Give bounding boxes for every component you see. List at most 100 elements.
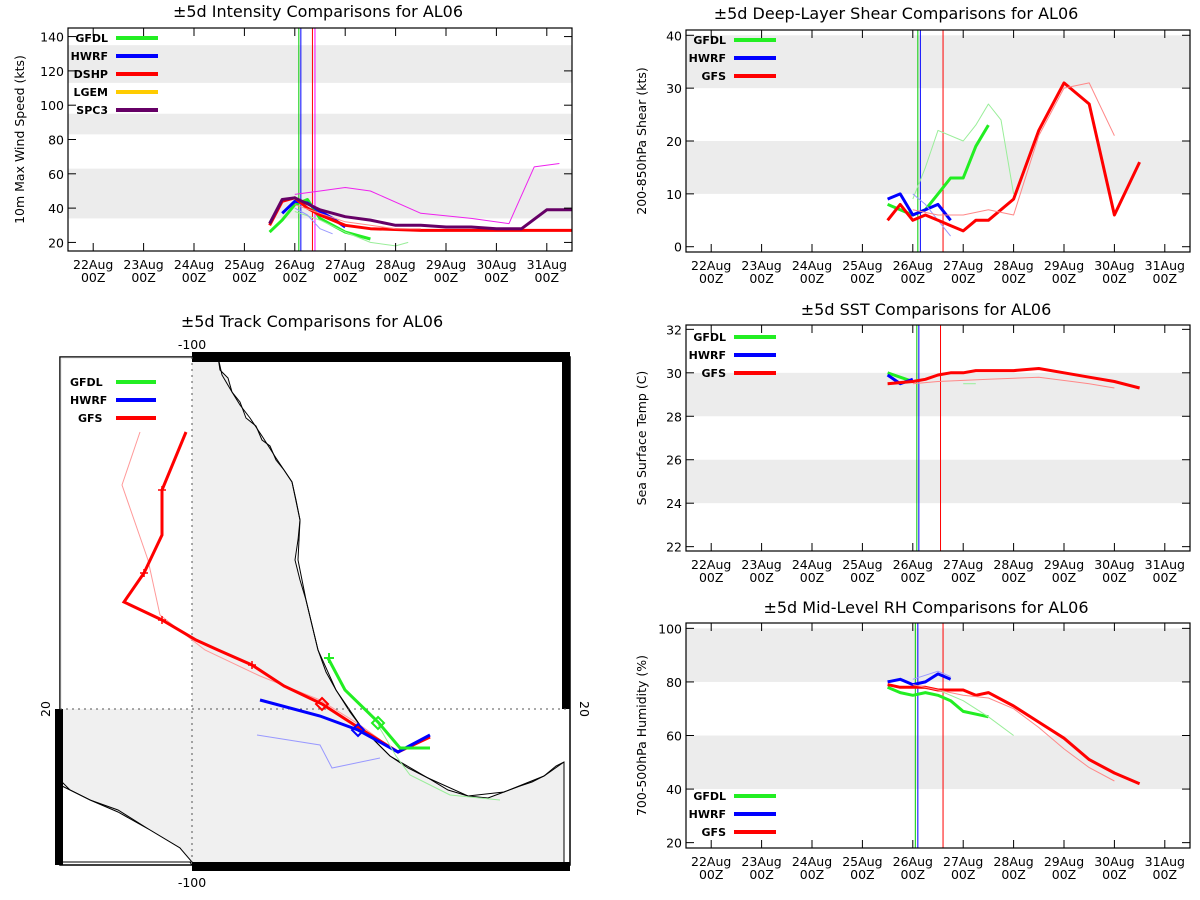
gfdl-diamond-marker bbox=[370, 715, 386, 731]
track-hwrf bbox=[259, 698, 431, 754]
sst-xtick-day-2: 24Aug bbox=[792, 557, 832, 572]
rh-xtick-hour-7: 00Z bbox=[1052, 867, 1076, 882]
shear-ytick-label-4: 40 bbox=[666, 28, 682, 43]
sst-xtick-hour-2: 00Z bbox=[800, 570, 824, 585]
shear-xtick-day-1: 23Aug bbox=[741, 258, 781, 273]
sst-xtick-day-8: 30Aug bbox=[1094, 557, 1134, 572]
rh-xtick-hour-1: 00Z bbox=[749, 867, 773, 882]
intensity-legend-label-lgem: LGEM bbox=[74, 86, 109, 99]
sst-xtick-hour-4: 00Z bbox=[901, 570, 925, 585]
track-gfs-prev bbox=[121, 431, 398, 753]
sst-band-1 bbox=[686, 372, 1190, 417]
shear-legend-label-hwrf: HWRF bbox=[689, 52, 726, 65]
rh-xtick-hour-9: 00Z bbox=[1153, 867, 1177, 882]
intensity-legend-label-spc3: SPC3 bbox=[76, 104, 108, 117]
sst-plot-frame bbox=[685, 324, 1191, 552]
rh-series-hwrf-prev bbox=[912, 670, 951, 680]
intensity-ytick-label-5: 120 bbox=[40, 64, 64, 79]
shear-series-gfs-prev bbox=[912, 82, 1115, 216]
shear-xtick-day-8: 30Aug bbox=[1094, 258, 1134, 273]
intensity-xtick-day-9: 31Aug bbox=[527, 257, 567, 272]
map-right-lat-label: 20 bbox=[577, 701, 592, 717]
shear-xtick-hour-8: 00Z bbox=[1102, 271, 1126, 286]
sst-ytick-label-0: 22 bbox=[666, 540, 682, 555]
rh-chart: 2040608010022Aug00Z23Aug00Z24Aug00Z25Aug… bbox=[634, 621, 1191, 882]
shear-xtick-hour-3: 00Z bbox=[850, 271, 874, 286]
rh-series-gfs bbox=[887, 683, 1141, 786]
map-legend-gfs-label: GFS bbox=[78, 412, 103, 425]
rh-band-0 bbox=[686, 735, 1190, 790]
intensity-band-1 bbox=[68, 113, 572, 135]
rh-ytick-label-3: 80 bbox=[666, 675, 682, 690]
shear-band-1 bbox=[686, 35, 1190, 89]
rh-xtick-day-9: 31Aug bbox=[1145, 854, 1185, 869]
rh-legend-label-hwrf: HWRF bbox=[689, 808, 726, 821]
sst-xtick-day-5: 27Aug bbox=[943, 557, 983, 572]
track-gfs-markers bbox=[140, 486, 256, 669]
sst-ylabel: Sea Surface Temp (C) bbox=[634, 371, 649, 506]
rh-xtick-day-1: 23Aug bbox=[741, 854, 781, 869]
rh-xtick-day-2: 24Aug bbox=[792, 854, 832, 869]
shear-legend-label-gfs: GFS bbox=[702, 70, 727, 83]
intensity-band-2 bbox=[68, 45, 572, 83]
sst-legend-label-hwrf: HWRF bbox=[689, 349, 726, 362]
intensity-xtick-hour-0: 00Z bbox=[81, 270, 105, 285]
shear-xtick-day-4: 26Aug bbox=[893, 258, 933, 273]
intensity-xtick-hour-1: 00Z bbox=[131, 270, 155, 285]
shear-series-gfdl-prev bbox=[912, 103, 1015, 200]
shear-series-hwrf-prev bbox=[912, 193, 951, 237]
track-gfdl-prev bbox=[377, 724, 501, 801]
rh-ytick-label-0: 20 bbox=[666, 836, 682, 851]
intensity-title: ±5d Intensity Comparisons for AL06 bbox=[173, 2, 463, 21]
intensity-xtick-hour-6: 00Z bbox=[383, 270, 407, 285]
sst-xtick-day-6: 28Aug bbox=[993, 557, 1033, 572]
rh-title: ±5d Mid-Level RH Comparisons for AL06 bbox=[763, 598, 1088, 617]
rh-series-gfdl bbox=[887, 685, 989, 719]
sst-xtick-hour-0: 00Z bbox=[699, 570, 723, 585]
intensity-series-gfdl-prev bbox=[294, 211, 409, 247]
rh-ytick-label-4: 100 bbox=[658, 621, 682, 636]
rh-xtick-day-4: 26Aug bbox=[893, 854, 933, 869]
shear-xtick-day-0: 22Aug bbox=[691, 258, 731, 273]
shear-xtick-hour-1: 00Z bbox=[749, 271, 773, 286]
sst-ytick-label-4: 30 bbox=[666, 366, 682, 381]
shear-xtick-hour-6: 00Z bbox=[1001, 271, 1025, 286]
intensity-xtick-hour-5: 00Z bbox=[333, 270, 357, 285]
intensity-xtick-hour-9: 00Z bbox=[535, 270, 559, 285]
intensity-ytick-label-3: 80 bbox=[48, 133, 64, 148]
rh-xtick-day-7: 29Aug bbox=[1044, 854, 1084, 869]
shear-xtick-day-7: 29Aug bbox=[1044, 258, 1084, 273]
gfs-diamond-marker bbox=[314, 696, 330, 712]
intensity-series-dshp-prev bbox=[294, 204, 421, 230]
sst-xtick-day-4: 26Aug bbox=[893, 557, 933, 572]
map-border-bottom bbox=[192, 862, 570, 871]
sst-xtick-hour-1: 00Z bbox=[749, 570, 773, 585]
sst-title: ±5d SST Comparisons for AL06 bbox=[801, 300, 1052, 319]
intensity-xtick-hour-8: 00Z bbox=[484, 270, 508, 285]
shear-xtick-hour-7: 00Z bbox=[1052, 271, 1076, 286]
intensity-xtick-hour-4: 00Z bbox=[283, 270, 307, 285]
rh-xtick-day-3: 25Aug bbox=[842, 854, 882, 869]
shear-ylabel: 200-850hPa Shear (kts) bbox=[634, 67, 649, 215]
map-bottom-lon-label: -100 bbox=[178, 875, 206, 890]
sst-xtick-day-7: 29Aug bbox=[1044, 557, 1084, 572]
rh-xtick-day-8: 30Aug bbox=[1094, 854, 1134, 869]
intensity-ytick-label-2: 60 bbox=[48, 167, 64, 182]
shear-chart: 01020304022Aug00Z23Aug00Z24Aug00Z25Aug00… bbox=[634, 28, 1191, 286]
sst-xtick-day-1: 23Aug bbox=[741, 557, 781, 572]
shear-xtick-hour-5: 00Z bbox=[951, 271, 975, 286]
intensity-chart: 2040608010012014022Aug00Z23Aug00Z24Aug00… bbox=[12, 27, 573, 285]
sst-legend-label-gfs: GFS bbox=[702, 367, 727, 380]
sst-ytick-label-2: 26 bbox=[666, 453, 682, 468]
shear-xtick-hour-4: 00Z bbox=[901, 271, 925, 286]
sst-chart: 22242628303222Aug00Z23Aug00Z24Aug00Z25Au… bbox=[634, 322, 1191, 585]
shear-legend-label-gfdl: GFDL bbox=[693, 34, 726, 47]
sst-series-gfs-prev bbox=[912, 376, 1115, 389]
sst-ytick-label-5: 32 bbox=[666, 322, 682, 337]
intensity-xtick-hour-2: 00Z bbox=[182, 270, 206, 285]
sst-xtick-hour-5: 00Z bbox=[951, 570, 975, 585]
shear-xtick-day-9: 31Aug bbox=[1145, 258, 1185, 273]
shear-title: ±5d Deep-Layer Shear Comparisons for AL0… bbox=[714, 4, 1079, 23]
sst-xtick-hour-6: 00Z bbox=[1001, 570, 1025, 585]
track-gfs bbox=[121, 431, 431, 754]
